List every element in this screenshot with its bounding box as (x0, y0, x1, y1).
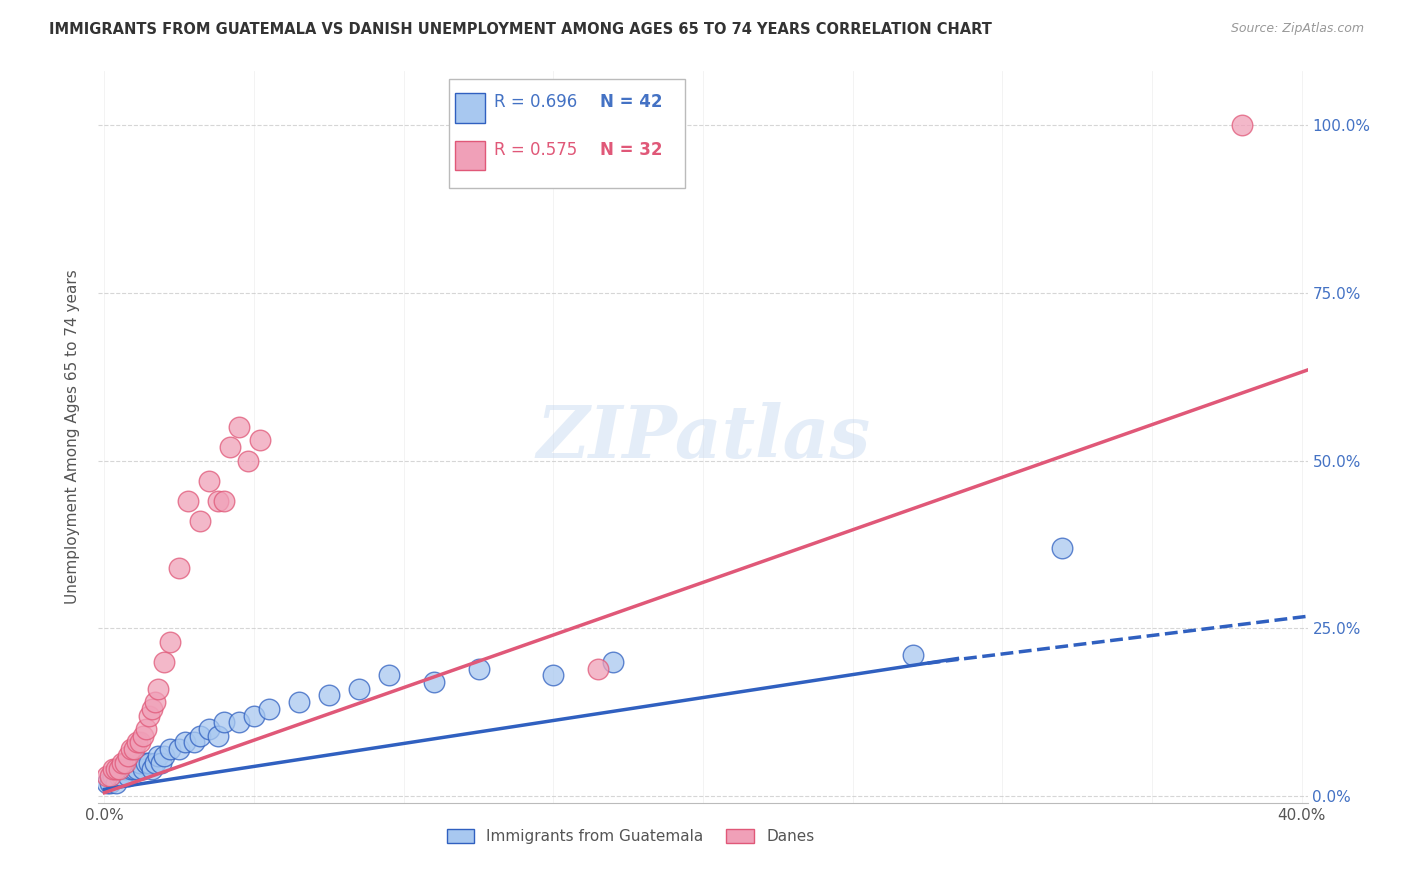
Point (124, 742, 146, 756)
Text: R = 0.696: R = 0.696 (494, 94, 576, 112)
Point (236, 453, 259, 467)
Point (167, 561, 190, 575)
Point (198, 722, 221, 736)
Point (108, 769, 131, 783)
Point (153, 748, 176, 763)
Point (114, 762, 136, 776)
Point (100, 775, 122, 789)
FancyBboxPatch shape (449, 78, 685, 188)
Point (183, 735, 205, 749)
Point (120, 762, 142, 776)
Point (111, 756, 134, 770)
Text: N = 32: N = 32 (600, 141, 662, 159)
Point (103, 762, 125, 776)
Text: IMMIGRANTS FROM GUATEMALA VS DANISH UNEMPLOYMENT AMONG AGES 65 TO 74 YEARS CORRE: IMMIGRANTS FROM GUATEMALA VS DANISH UNEM… (49, 22, 993, 37)
Point (901, 648, 924, 662)
Point (177, 493, 200, 508)
Point (117, 769, 139, 783)
Point (124, 762, 146, 776)
Point (148, 748, 170, 763)
Point (159, 634, 181, 648)
Point (114, 756, 136, 770)
Point (159, 742, 181, 756)
Legend: Immigrants from Guatemala, Danes: Immigrants from Guatemala, Danes (440, 822, 821, 850)
Point (129, 756, 152, 770)
Point (117, 748, 139, 763)
Point (188, 514, 211, 528)
Point (100, 769, 122, 783)
Point (212, 715, 235, 730)
Point (105, 775, 128, 789)
Point (249, 434, 271, 448)
Point (174, 735, 197, 749)
Point (103, 769, 125, 783)
Point (153, 655, 176, 669)
Y-axis label: Unemployment Among Ages 65 to 74 years: Unemployment Among Ages 65 to 74 years (65, 269, 80, 605)
Point (228, 715, 250, 730)
Point (288, 695, 311, 709)
Point (318, 689, 340, 703)
Point (198, 474, 221, 488)
Point (228, 420, 250, 434)
Point (96, 775, 118, 789)
Text: ZIPatlas: ZIPatlas (536, 401, 870, 473)
Point (207, 729, 229, 743)
Point (135, 756, 157, 770)
Point (141, 762, 163, 776)
Point (141, 702, 163, 716)
Point (602, 655, 624, 669)
Point (1050, 541, 1073, 555)
Point (105, 762, 128, 776)
Point (132, 762, 155, 776)
Point (243, 708, 266, 723)
Point (1230, 118, 1253, 132)
Point (586, 662, 609, 676)
Point (212, 493, 235, 508)
Point (167, 742, 190, 756)
Point (138, 708, 160, 723)
Point (377, 668, 399, 682)
Point (257, 702, 280, 716)
Text: Source: ZipAtlas.com: Source: ZipAtlas.com (1230, 22, 1364, 36)
Point (127, 735, 149, 749)
Point (111, 769, 134, 783)
Point (422, 675, 444, 690)
Point (148, 681, 170, 696)
Text: N = 42: N = 42 (600, 94, 662, 112)
Point (143, 695, 166, 709)
Bar (456, 141, 485, 170)
Text: R = 0.575: R = 0.575 (494, 141, 576, 159)
Point (207, 493, 229, 508)
Point (188, 729, 211, 743)
Point (150, 756, 173, 770)
Point (467, 662, 489, 676)
Point (96, 769, 118, 783)
Point (127, 762, 149, 776)
Point (138, 756, 160, 770)
Point (543, 668, 565, 682)
Point (219, 440, 242, 454)
Point (108, 762, 131, 776)
Point (135, 722, 157, 736)
Point (129, 735, 152, 749)
Point (347, 681, 370, 696)
Point (132, 729, 155, 743)
Point (120, 742, 142, 756)
Point (143, 756, 166, 770)
Bar (456, 94, 485, 122)
Point (108, 762, 131, 776)
